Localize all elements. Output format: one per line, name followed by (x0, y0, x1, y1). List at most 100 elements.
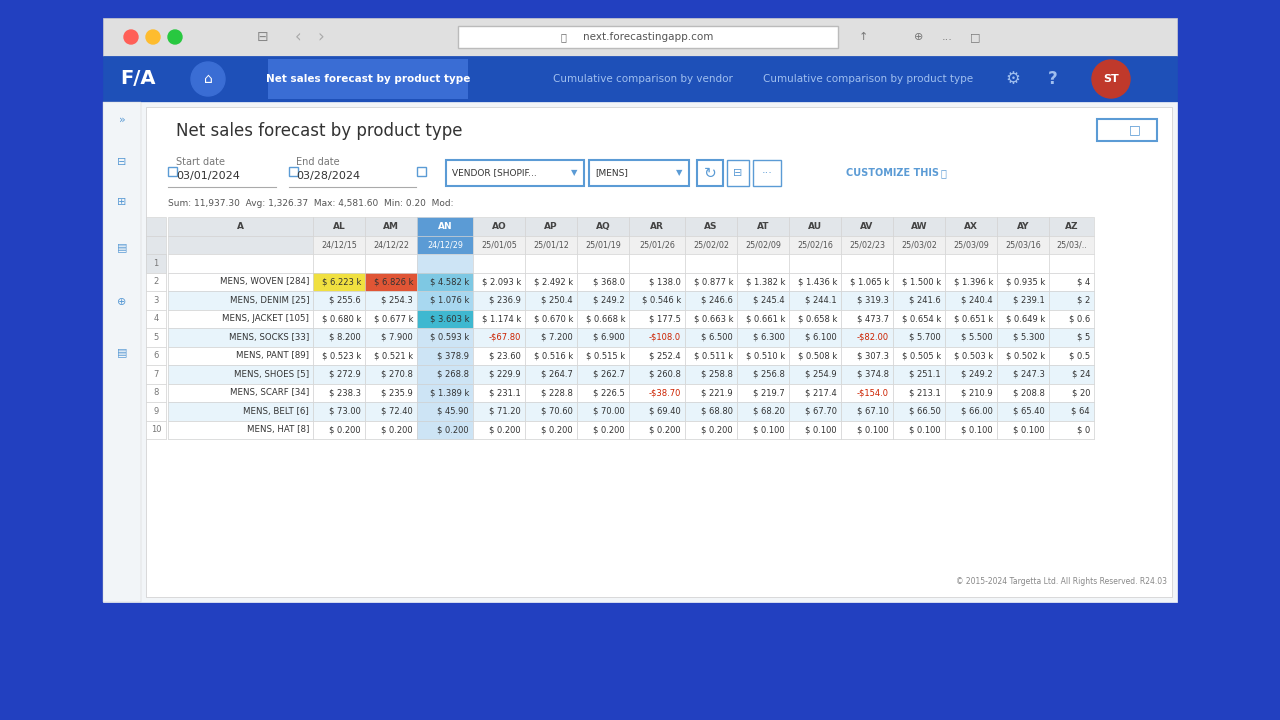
Text: $ 5.500: $ 5.500 (961, 333, 993, 342)
Text: -$154.0: -$154.0 (858, 388, 890, 397)
Bar (146, 235, 166, 254)
Text: $ 246.6: $ 246.6 (701, 296, 733, 305)
Bar (685, 402, 737, 420)
Bar (788, 272, 841, 291)
Text: MENS, WOVEN [284]: MENS, WOVEN [284] (220, 277, 308, 287)
Text: AV: AV (860, 222, 874, 230)
Text: 10: 10 (151, 426, 161, 434)
Text: CUSTOMIZE THIS: CUSTOMIZE THIS (846, 168, 940, 178)
Text: ▤: ▤ (116, 242, 127, 252)
Bar (474, 217, 525, 235)
Text: $ 255.6: $ 255.6 (329, 296, 361, 305)
Text: $ 70.00: $ 70.00 (593, 407, 625, 415)
Bar (365, 365, 417, 384)
Bar (365, 365, 417, 384)
Text: $ 210.9: $ 210.9 (961, 388, 993, 397)
Bar (577, 328, 628, 346)
Bar (788, 310, 841, 328)
Bar (893, 402, 945, 420)
Bar (841, 384, 893, 402)
Bar (737, 346, 788, 365)
Text: $ 72.40: $ 72.40 (381, 407, 413, 415)
Bar (841, 272, 893, 291)
Text: $ 1.174 k: $ 1.174 k (481, 314, 521, 323)
Bar (365, 384, 417, 402)
Text: 25/01/19: 25/01/19 (585, 240, 621, 249)
Text: $ 0.877 k: $ 0.877 k (694, 277, 733, 287)
Bar (314, 365, 365, 384)
Bar (685, 254, 737, 272)
Text: $ 260.8: $ 260.8 (649, 370, 681, 379)
Bar (146, 310, 166, 328)
Bar (474, 272, 525, 291)
Bar (577, 346, 628, 365)
Text: $ 213.1: $ 213.1 (909, 388, 941, 397)
Text: $ 378.9: $ 378.9 (436, 351, 468, 360)
Text: $ 262.7: $ 262.7 (593, 370, 625, 379)
Bar (1050, 384, 1094, 402)
Text: $ 221.9: $ 221.9 (701, 388, 733, 397)
Bar (417, 235, 474, 254)
Text: © 2015-2024 Targetta Ltd. All Rights Reserved. R24.03: © 2015-2024 Targetta Ltd. All Rights Res… (956, 577, 1167, 587)
Text: ‹: ‹ (294, 28, 301, 46)
Text: $ 0.649 k: $ 0.649 k (1006, 314, 1044, 323)
Text: $ 1.389 k: $ 1.389 k (430, 388, 468, 397)
Text: $ 6.826 k: $ 6.826 k (374, 277, 413, 287)
Bar (474, 402, 525, 420)
Text: [MENS]: [MENS] (595, 168, 628, 178)
Text: $ 236.9: $ 236.9 (489, 296, 521, 305)
Bar (365, 420, 417, 439)
Bar (577, 310, 628, 328)
Text: $ 68.20: $ 68.20 (753, 407, 785, 415)
Bar (1050, 291, 1094, 310)
Text: $ 0: $ 0 (1076, 426, 1091, 434)
Text: ▤: ▤ (116, 347, 127, 357)
Bar (577, 420, 628, 439)
Text: $ 235.9: $ 235.9 (381, 388, 413, 397)
Text: 3: 3 (154, 296, 159, 305)
Bar (685, 291, 737, 310)
Text: $ 1.382 k: $ 1.382 k (746, 277, 785, 287)
Bar (997, 346, 1050, 365)
Text: $ 1.436 k: $ 1.436 k (797, 277, 837, 287)
Bar (365, 328, 417, 346)
Text: $ 4.582 k: $ 4.582 k (430, 277, 468, 287)
Bar (945, 346, 997, 365)
Text: $ 0.651 k: $ 0.651 k (954, 314, 993, 323)
Text: $ 249.2: $ 249.2 (961, 370, 993, 379)
Bar (997, 254, 1050, 272)
Text: 25/02/09: 25/02/09 (745, 240, 781, 249)
Bar (893, 310, 945, 328)
Bar (893, 235, 945, 254)
Bar (417, 217, 474, 235)
Bar (365, 254, 417, 272)
Text: VENDOR [SHOPIF...: VENDOR [SHOPIF... (452, 168, 536, 178)
Bar (365, 272, 417, 291)
Text: $ 0.200: $ 0.200 (489, 426, 521, 434)
Bar (314, 402, 365, 420)
Bar (737, 254, 788, 272)
Bar (788, 217, 841, 235)
Bar (628, 254, 685, 272)
Bar (146, 402, 166, 420)
Bar (314, 384, 365, 402)
Text: $ 66.00: $ 66.00 (961, 407, 993, 415)
Text: $ 264.7: $ 264.7 (541, 370, 573, 379)
Text: $ 0.505 k: $ 0.505 k (902, 351, 941, 360)
Text: ⊕: ⊕ (914, 32, 924, 42)
Bar (737, 402, 788, 420)
Bar (314, 310, 365, 328)
Bar (417, 384, 474, 402)
Bar (628, 384, 685, 402)
Text: $ 213.1: $ 213.1 (909, 388, 941, 397)
Bar (577, 402, 628, 420)
Text: $ 70.60: $ 70.60 (541, 407, 573, 415)
Bar (365, 402, 417, 420)
Bar (945, 272, 997, 291)
Text: $ 1.396 k: $ 1.396 k (954, 277, 993, 287)
Bar (628, 272, 685, 291)
Bar (474, 346, 525, 365)
Bar (685, 235, 737, 254)
Circle shape (146, 30, 160, 44)
Bar (146, 254, 166, 272)
